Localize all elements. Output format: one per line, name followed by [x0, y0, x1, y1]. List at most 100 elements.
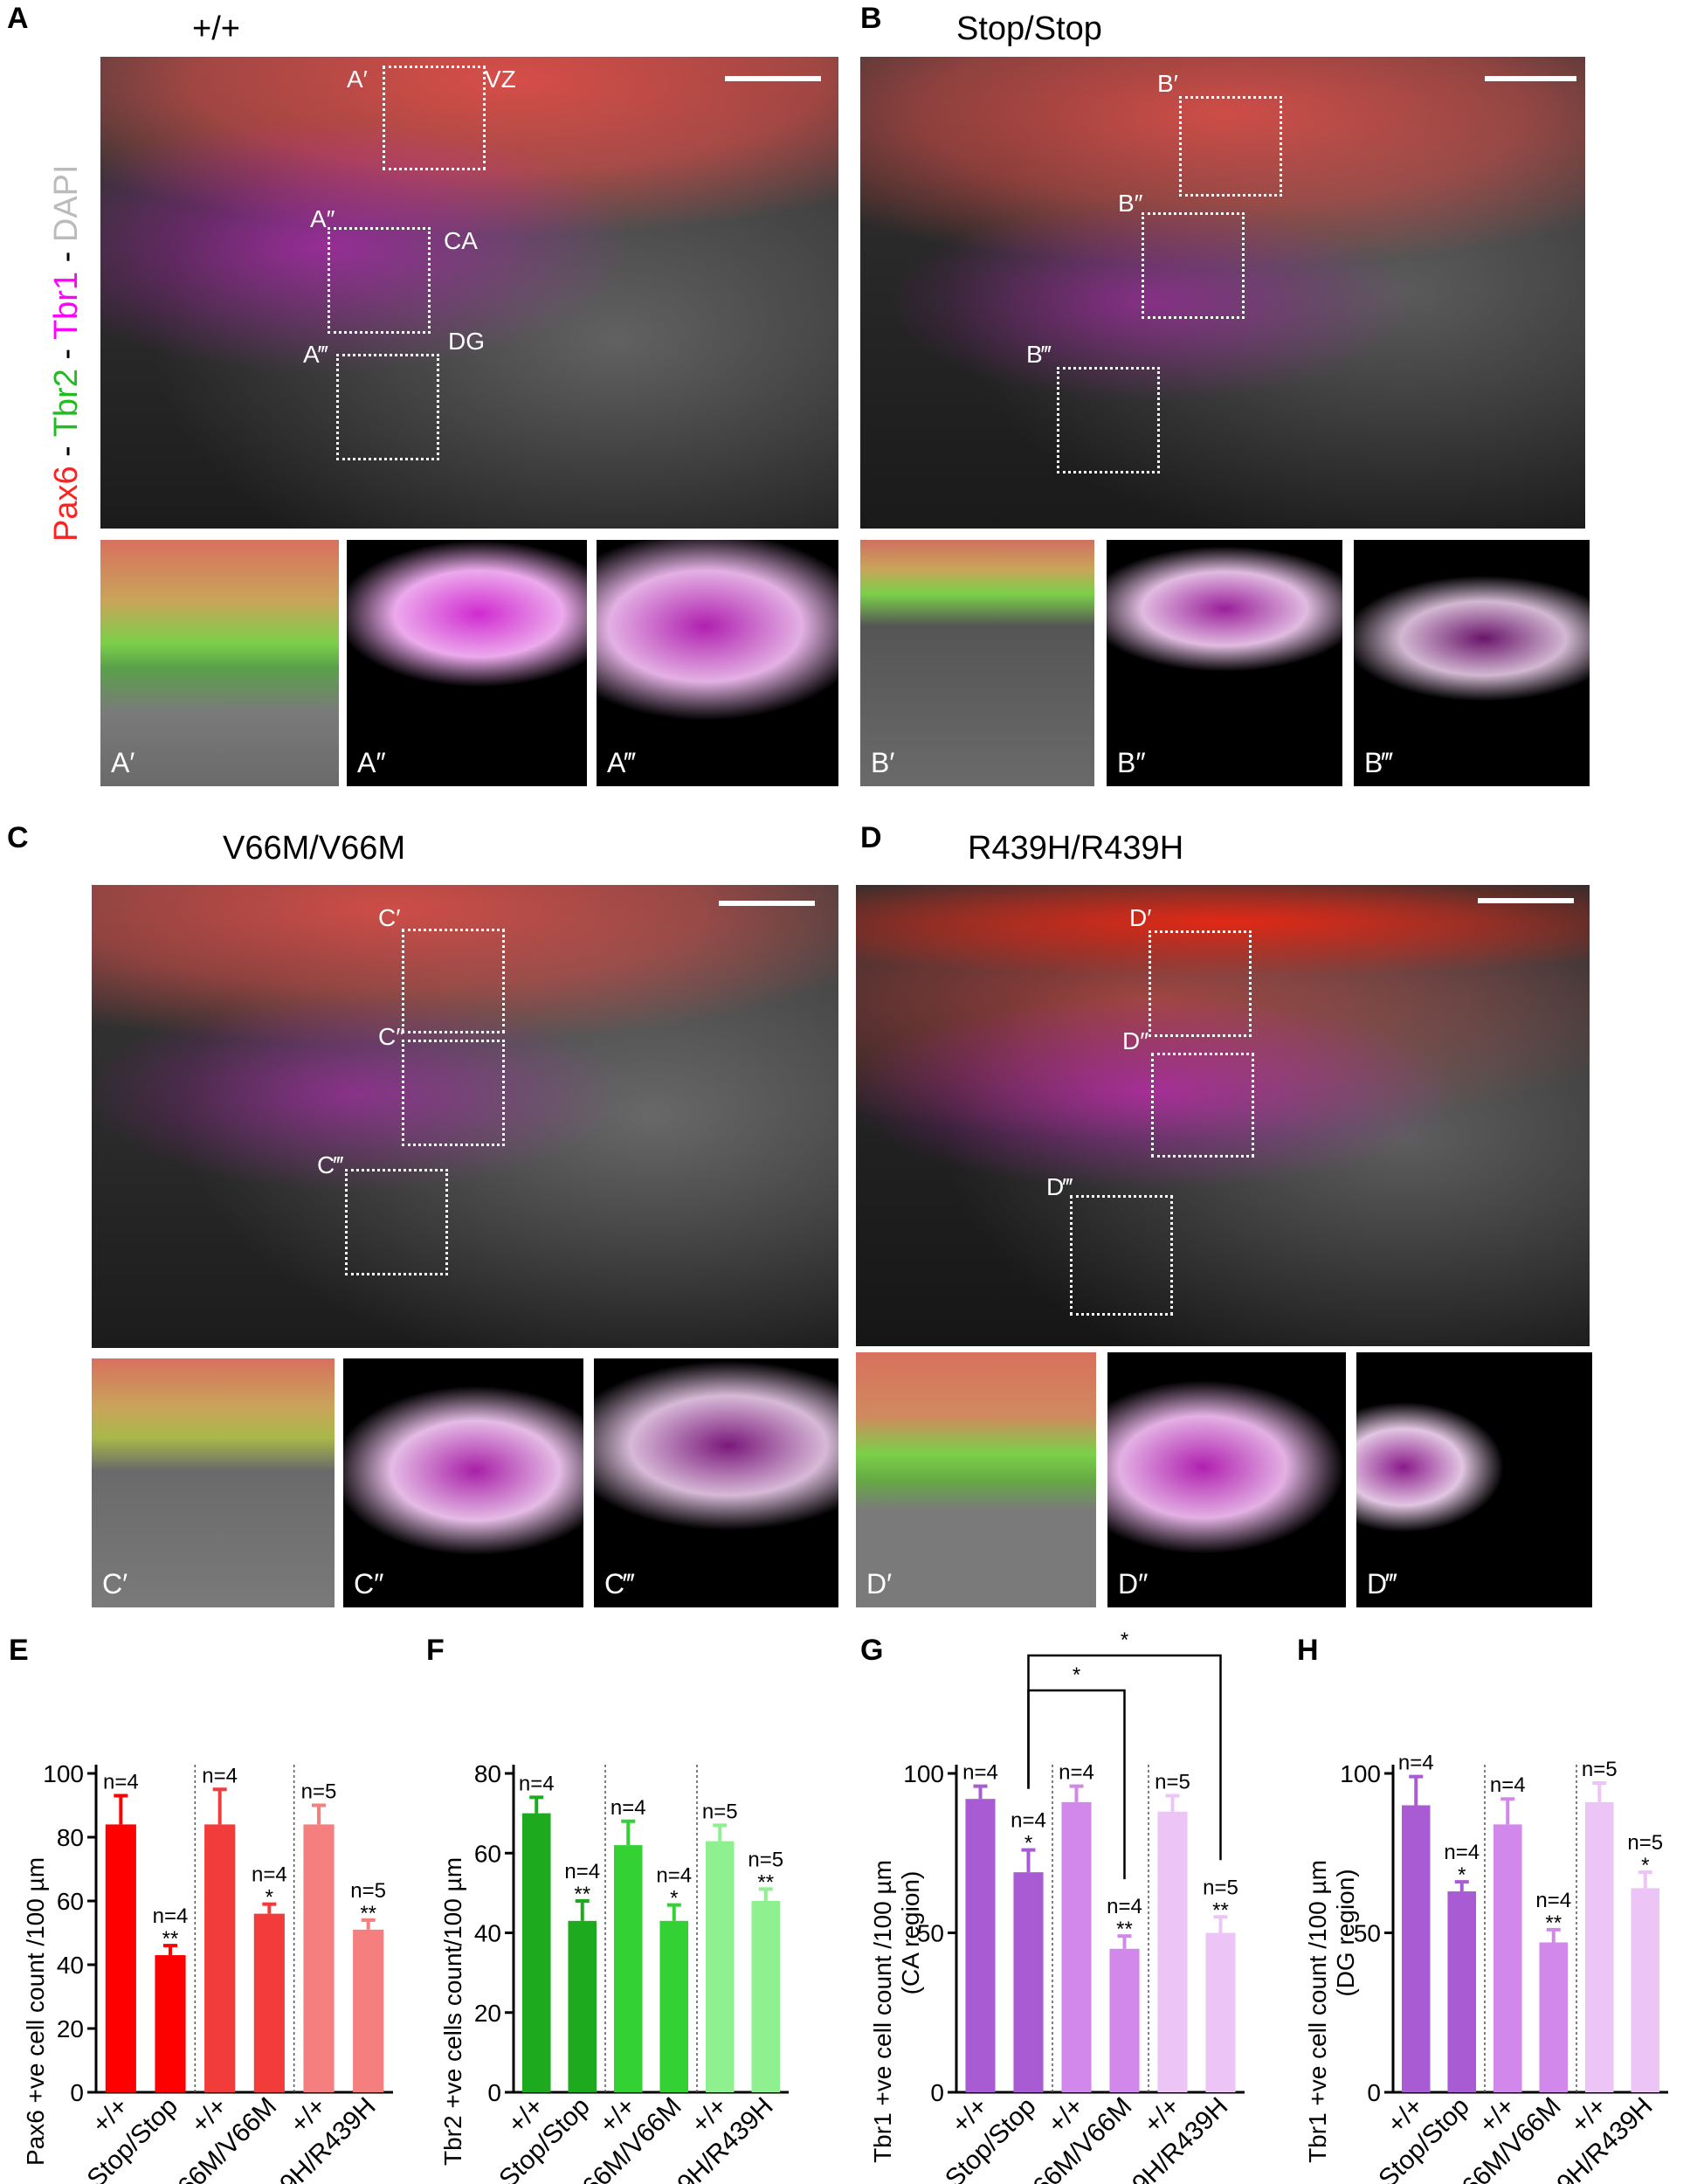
region-label-vz: VZ	[485, 66, 516, 93]
y-tick-label: 0	[930, 2079, 944, 2106]
panel-title-b: Stop/Stop	[956, 10, 1102, 47]
y-axis-label-2: (CA region)	[897, 1871, 924, 1995]
bar	[613, 1845, 643, 2092]
bar	[1401, 1805, 1431, 2092]
n-label: n=5	[702, 1800, 738, 1823]
y-tick-label: 100	[903, 1760, 944, 1787]
roi-label: D′	[1129, 904, 1152, 931]
chart-letter: F	[426, 1634, 445, 1667]
roi-label: B‴	[1026, 341, 1052, 368]
scale-bar	[1485, 76, 1576, 81]
inset-c-dprime: C″	[343, 1358, 583, 1607]
region-label-ca: CA	[444, 227, 478, 254]
n-label: n=4	[611, 1796, 646, 1820]
n-label: n=4	[519, 1772, 555, 1795]
significance-label: *	[670, 1887, 678, 1911]
inset-b-tprime: B‴	[1354, 540, 1590, 786]
bar	[568, 1920, 597, 2092]
bar	[1493, 1824, 1522, 2092]
bar	[1205, 1932, 1236, 2092]
bar	[204, 1824, 236, 2092]
x-tick-label: Stop/Stop	[1373, 2092, 1475, 2184]
roi-box-c-tprime	[345, 1169, 448, 1275]
significance-bracket	[1027, 1654, 1222, 1861]
y-tick-label: 40	[57, 1952, 84, 1979]
roi-box-b-dprime	[1142, 212, 1245, 319]
roi-box-c-dprime	[402, 1040, 505, 1146]
panel-label-b: B	[860, 2, 882, 35]
bar	[303, 1824, 335, 2092]
bar	[1584, 1801, 1614, 2092]
significance-label: **	[360, 1902, 376, 1925]
bar	[1109, 1948, 1140, 2092]
n-label: n=4	[1535, 1889, 1571, 1912]
stain-label-part: Tbr1	[48, 272, 85, 340]
bar	[1061, 1801, 1092, 2092]
n-label: n=5	[1155, 1771, 1190, 1794]
roi-box-a-tprime	[336, 354, 439, 460]
roi-box-a-dprime	[328, 227, 431, 334]
bar	[705, 1841, 735, 2092]
x-tick-label: Stop/Stop	[493, 2092, 596, 2184]
y-tick-label: 0	[487, 2079, 501, 2106]
roi-label: A′	[347, 66, 368, 93]
panel-label-d: D	[860, 821, 882, 854]
n-label: n=4	[252, 1863, 287, 1887]
roi-label: C″	[378, 1023, 405, 1050]
roi-label: D″	[1122, 1027, 1149, 1054]
y-tick-label: 20	[474, 2000, 501, 2027]
n-label: n=4	[1011, 1809, 1046, 1833]
y-tick-label: 80	[57, 1824, 84, 1851]
y-tick-label: 100	[43, 1760, 84, 1787]
x-tick-label: Stop/Stop	[940, 2092, 1042, 2184]
micrograph-d: D′ D″ D‴	[856, 885, 1590, 1346]
inset-b-prime: B′	[860, 540, 1094, 786]
chart-letter: H	[1297, 1634, 1319, 1667]
micrograph-b: B′ B″ B‴	[860, 57, 1585, 529]
n-label: n=4	[153, 1904, 189, 1928]
chart-g: G Tbr1 +ve cell count /100 µm (CA region) 0…	[860, 1628, 1245, 2184]
n-label: n=5	[1582, 1758, 1618, 1781]
n-label: n=5	[350, 1879, 386, 1903]
bar	[353, 1929, 384, 2092]
n-label: n=4	[202, 1764, 238, 1787]
stain-label-part: DAPI	[48, 164, 85, 242]
y-tick-label: 0	[1367, 2079, 1381, 2106]
y-tick-label: 50	[917, 1920, 944, 1947]
stain-label-part: -	[48, 437, 85, 466]
stain-label-part: Pax6	[48, 466, 85, 542]
n-label: n=4	[1398, 1752, 1434, 1775]
bracket-label: *	[1121, 1628, 1128, 1652]
y-tick-label: 60	[474, 1840, 501, 1867]
significance-label: **	[574, 1883, 590, 1906]
bar	[965, 1799, 996, 2092]
bar-charts: E Pax6 +ve cell count /100 µm 0 20 40 60 80 100…	[9, 1628, 1668, 2184]
roi-label: C′	[378, 904, 401, 931]
inset-d-dprime: D″	[1107, 1352, 1346, 1607]
significance-label: *	[1641, 1854, 1649, 1877]
n-label: n=5	[1203, 1876, 1238, 1899]
n-label: n=5	[301, 1780, 337, 1804]
bar	[105, 1824, 136, 2092]
bar	[1013, 1872, 1044, 2092]
significance-label: **	[757, 1870, 774, 1894]
chart-e: E Pax6 +ve cell count /100 µm 0 20 40 60 80 100…	[9, 1634, 393, 2184]
roi-box-b-prime	[1179, 96, 1282, 197]
roi-label: A″	[310, 205, 335, 232]
bar	[521, 1813, 551, 2092]
roi-box-b-tprime	[1057, 367, 1160, 473]
bracket-label: *	[1073, 1663, 1080, 1687]
y-tick-label: 100	[1340, 1760, 1381, 1787]
inset-a-tprime: A‴	[597, 540, 838, 786]
roi-label: D‴	[1046, 1173, 1073, 1200]
chart-h: H Tbr1 +ve cell count /100 µm (DG region) 0…	[1297, 1634, 1668, 2184]
panel-label-a: A	[7, 2, 29, 35]
roi-box-d-tprime	[1070, 1195, 1173, 1316]
inset-a-prime: A′	[100, 540, 339, 786]
stain-legend: Pax6 - Tbr2 - Tbr1 - DAPI	[48, 164, 85, 542]
y-axis-label-2: (DG region)	[1332, 1869, 1359, 1996]
roi-box-d-prime	[1149, 930, 1252, 1037]
stain-label-part: Tbr2	[48, 369, 85, 437]
roi-label: B′	[1157, 70, 1178, 97]
y-tick-label: 80	[474, 1760, 501, 1787]
